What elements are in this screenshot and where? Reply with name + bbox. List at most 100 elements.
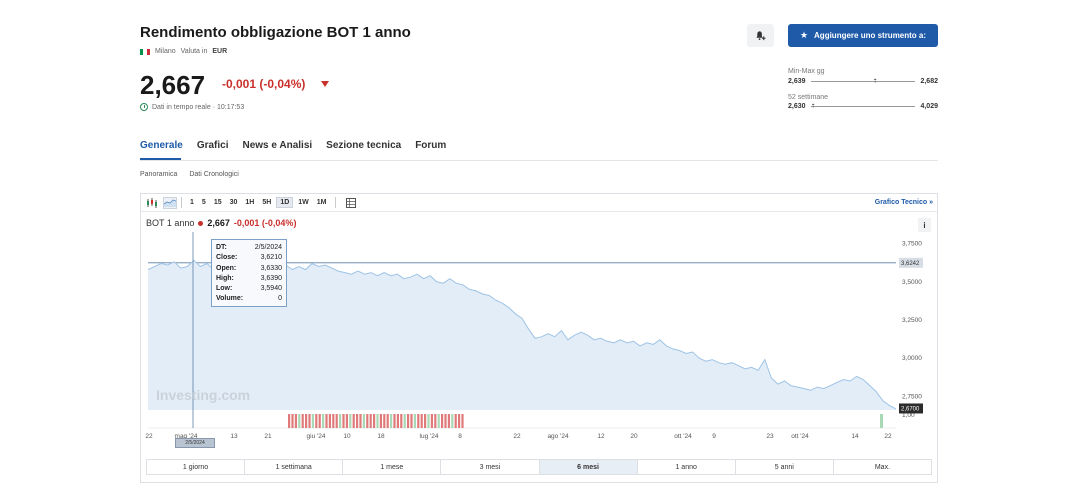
interval-1m[interactable]: 1M (316, 199, 327, 206)
instrument-meta: Milano Valuta in EUR (140, 48, 227, 55)
period-1d[interactable]: 1 giorno (147, 460, 246, 474)
period-6m[interactable]: 6 mesi (539, 460, 638, 474)
subtab-overview[interactable]: Panoramica (140, 171, 178, 178)
volume-bar (461, 414, 464, 428)
volume-bar (362, 414, 365, 428)
price-area (148, 260, 896, 410)
week52-range: 2,630 ⇡ 4,029 (788, 103, 938, 110)
main-tabs: Generale Grafici News e Analisi Sezione … (140, 140, 446, 151)
tab-forum[interactable]: Forum (415, 140, 447, 151)
x-tick-label: lug '24 (420, 433, 439, 440)
x-tick-label: ago '24 (547, 433, 569, 440)
data-tooltip: DT: 2/5/2024 Close: 3,6210 Open: 3,6330 High: 3… (211, 239, 287, 307)
week52-min: 2,630 (788, 103, 806, 110)
volume-bar (410, 414, 413, 428)
day-min: 2,639 (788, 78, 806, 85)
interval-1[interactable]: 1 (190, 199, 194, 206)
volume-bar (373, 414, 376, 428)
volume-bar (318, 414, 321, 428)
volume-bar (305, 414, 308, 428)
tooltip-row: High: 3,6390 (216, 274, 282, 284)
price-chart[interactable]: 3,7500 3,5000 3,2500 3,0000 2,7500 1,00 3,6242… (140, 232, 938, 446)
tab-grafici[interactable]: Grafici (196, 140, 229, 151)
interval-1w[interactable]: 1W (298, 199, 309, 206)
period-1y[interactable]: 1 anno (638, 460, 736, 474)
tooltip-value: 3,6330 (260, 264, 282, 272)
tab-technical[interactable]: Sezione tecnica (326, 140, 402, 151)
add-button-label: Aggiungere uno strumento a: (814, 31, 927, 40)
x-tick-label: ott '24 (674, 433, 692, 440)
volume-bar (328, 414, 331, 428)
area-chart-icon[interactable] (163, 196, 177, 209)
add-to-watchlist-button[interactable]: ★ Aggiungere uno strumento a: (788, 24, 938, 47)
period-1m[interactable]: 1 mese (343, 460, 442, 474)
cursor-date-label: 2/5/2024 (175, 438, 215, 448)
tab-news[interactable]: News e Analisi (242, 140, 313, 151)
interval-30[interactable]: 30 (229, 199, 238, 206)
day-range: 2,639 ⇡ 2,682 (788, 78, 938, 85)
period-3m[interactable]: 3 mesi (441, 460, 540, 474)
y-tick-label: 3,5000 (902, 279, 922, 286)
volume-bar (407, 414, 410, 428)
volume-bar (454, 414, 457, 428)
tab-divider (140, 160, 938, 161)
volume-bar (291, 414, 294, 428)
volume-bar (345, 414, 348, 428)
x-tick-label: 22 (513, 433, 521, 440)
tab-generale[interactable]: Generale (140, 140, 183, 151)
volume-bar (424, 414, 427, 428)
toolbar-separator (334, 197, 336, 208)
volume-bar (383, 414, 386, 428)
currency-value: EUR (212, 48, 228, 55)
info-button[interactable]: i (918, 218, 931, 232)
last-price-tag (899, 403, 923, 414)
x-tick-label: 14 (851, 433, 859, 440)
table-icon[interactable] (344, 197, 358, 209)
day-range-bar: ⇡ (810, 79, 916, 85)
volume-bar (444, 414, 447, 428)
y-tick-label: 3,2500 (902, 317, 922, 324)
volume-bar (301, 414, 304, 428)
subtab-history[interactable]: Dati Cronologici (189, 171, 239, 178)
interval-5[interactable]: 5 (201, 199, 206, 206)
tooltip-key: Open: (216, 264, 237, 272)
y-tick-label: 3,7500 (902, 241, 922, 248)
chart-toolbar: 1 5 15 30 1H 5H 1D 1W 1M Grafico Tecnico… (141, 194, 937, 212)
x-tick-label: 20 (630, 433, 638, 440)
chart-panel (140, 193, 938, 483)
volume-bar (379, 414, 382, 428)
week52-range-bar: ⇡ (810, 104, 916, 110)
volume-bar (390, 414, 393, 428)
volume-bar (332, 414, 335, 428)
volume-bar (376, 414, 379, 428)
tooltip-value: 3,6390 (260, 274, 282, 282)
x-axis-labels: 22 mag '24 13 21 giu '24 10 18 lug '24 8 22 ago '2… (145, 433, 892, 440)
clock-icon (140, 103, 148, 111)
volume-bar (458, 414, 461, 428)
legend-name: BOT 1 anno (146, 218, 195, 228)
period-max[interactable]: Max. (874, 463, 891, 471)
interval-15[interactable]: 15 (213, 199, 222, 206)
tooltip-value: 3,5940 (260, 285, 282, 293)
period-selector: 1 giorno 1 settimana 1 mese 3 mesi 6 mes… (146, 459, 932, 475)
page-title: Rendimento obbligazione BOT 1 anno (140, 24, 411, 41)
create-alert-button[interactable] (747, 24, 774, 47)
realtime-status: Dati in tempo reale · 10:17:53 (140, 103, 244, 111)
interval-1d[interactable]: 1D (276, 197, 294, 208)
candlestick-icon[interactable] (145, 197, 159, 209)
period-1w[interactable]: 1 settimana (245, 460, 344, 474)
down-arrow-icon (321, 81, 329, 87)
italy-flag-icon (140, 48, 150, 55)
legend-dot-icon (198, 220, 204, 226)
interval-5h[interactable]: 5H (262, 199, 272, 206)
volume-bar (403, 414, 406, 428)
period-5y[interactable]: 5 anni (736, 460, 834, 474)
active-tab-indicator (140, 158, 181, 160)
tooltip-key: Low: (216, 285, 233, 293)
volume-bar (396, 414, 399, 428)
currency-label: Valuta in (180, 48, 208, 55)
volume-bar (434, 414, 437, 428)
interval-1h[interactable]: 1H (245, 199, 255, 206)
technical-chart-link[interactable]: Grafico Tecnico » (874, 199, 933, 206)
volume-bar (322, 414, 325, 428)
